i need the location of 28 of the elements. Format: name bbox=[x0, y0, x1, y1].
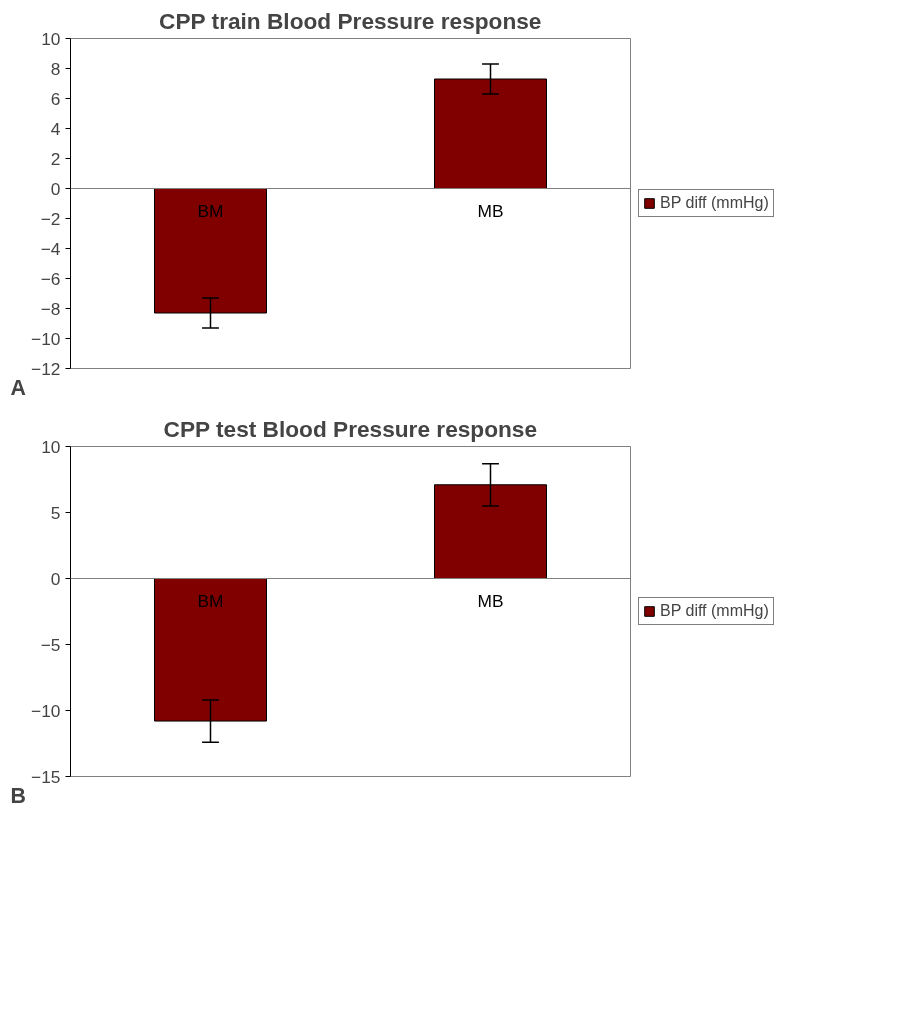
y-tick-label: 0 bbox=[50, 178, 61, 199]
y-tick-label: 0 bbox=[50, 568, 61, 589]
chart-title: CPP test Blood Pressure response bbox=[163, 415, 538, 442]
x-tick-label: BM bbox=[197, 590, 224, 611]
y-tick-label: 2 bbox=[50, 148, 61, 169]
y-tick-label: 10 bbox=[41, 436, 61, 457]
y-tick-label: −5 bbox=[40, 634, 61, 655]
y-tick-label: −15 bbox=[31, 766, 61, 787]
legend-label: BP diff (mmHg) bbox=[660, 602, 769, 620]
y-tick-label: −8 bbox=[40, 298, 61, 319]
y-tick-label: 10 bbox=[41, 28, 61, 49]
y-tick-label: −6 bbox=[40, 268, 61, 289]
y-tick-label: 6 bbox=[50, 88, 61, 109]
y-tick-label: −2 bbox=[40, 208, 61, 229]
x-tick-label: MB bbox=[477, 200, 504, 221]
chart-title: CPP train Blood Pressure response bbox=[159, 7, 542, 34]
y-tick-label: −4 bbox=[40, 238, 61, 259]
y-tick-label: 8 bbox=[50, 58, 61, 79]
x-tick-label: MB bbox=[477, 590, 504, 611]
y-tick-label: −12 bbox=[31, 358, 61, 379]
text: A bbox=[10, 375, 26, 400]
text: B bbox=[10, 783, 26, 808]
y-tick-label: 5 bbox=[50, 502, 61, 523]
y-tick-label: −10 bbox=[31, 328, 61, 349]
x-tick-label: BM bbox=[197, 200, 224, 221]
y-tick-label: 4 bbox=[50, 118, 61, 139]
legend-label: BP diff (mmHg) bbox=[660, 194, 769, 212]
y-tick-label: −10 bbox=[31, 700, 61, 721]
